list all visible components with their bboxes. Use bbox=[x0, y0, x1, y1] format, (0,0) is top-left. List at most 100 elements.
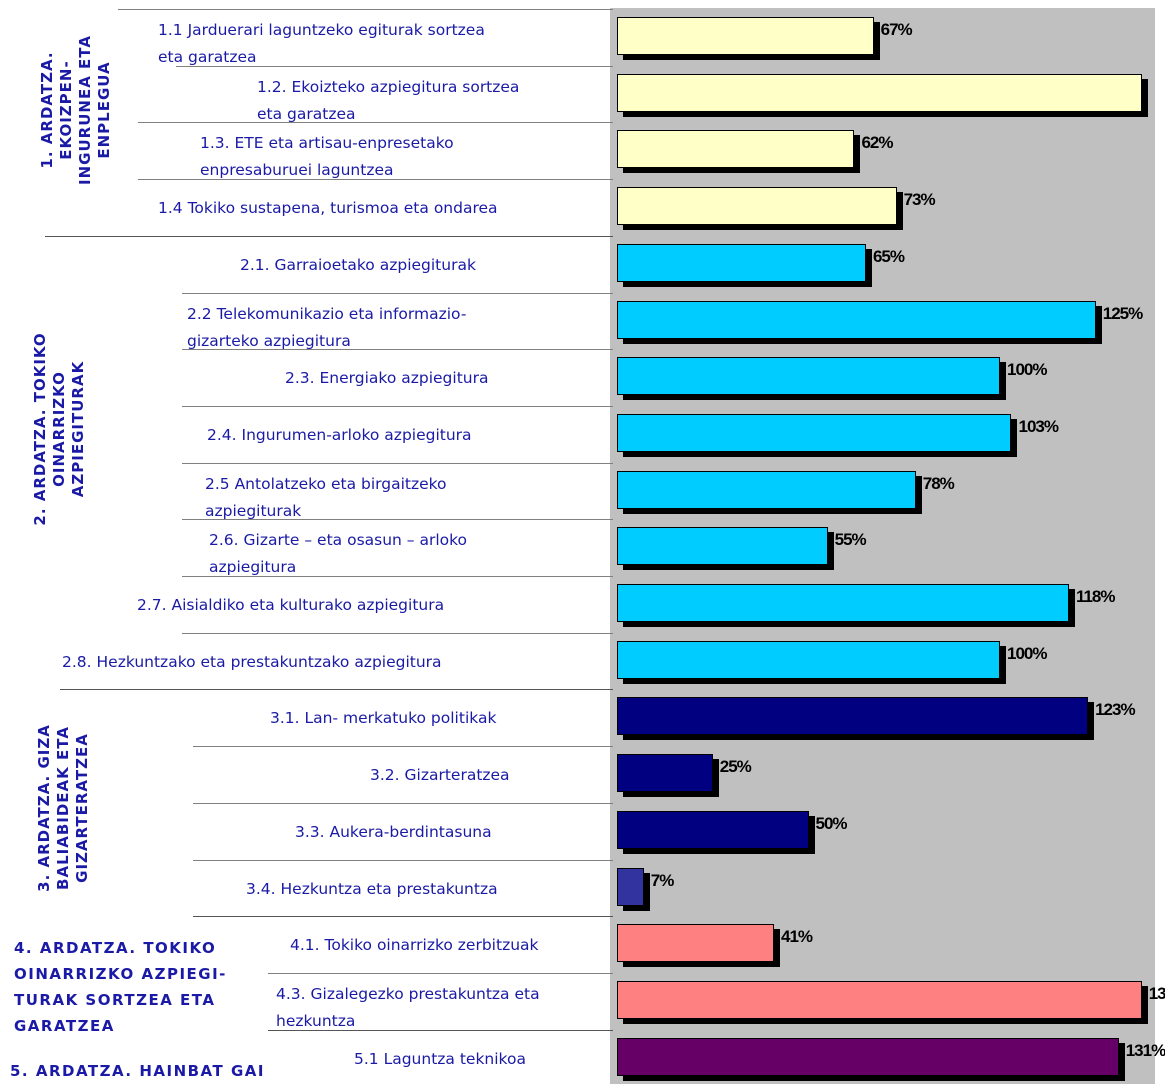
value-label-18: 137% bbox=[1149, 984, 1165, 1004]
value-label-8: 103% bbox=[1018, 417, 1057, 437]
axis-1-label: 1. ARDATZA. EKOIZPEN-INGURUNEA ETA ENPLE… bbox=[38, 15, 102, 205]
row-separator bbox=[268, 1030, 613, 1031]
category-label-1: 1.1 Jarduerari laguntzeko egiturak sortz… bbox=[158, 17, 485, 71]
axis-5-label: 5. ARDATZA. HAINBAT GAI bbox=[10, 1058, 360, 1084]
category-label-line: hezkuntza bbox=[276, 1008, 540, 1035]
category-label-line: 4.3. Gizalegezko prestakuntza eta bbox=[276, 981, 540, 1008]
axis-5-label-text: 5. ARDATZA. HAINBAT GAI bbox=[10, 1062, 265, 1080]
row-separator bbox=[182, 463, 613, 464]
category-label-line: 2.5 Antolatzeko eta birgaitzeko bbox=[205, 471, 447, 498]
value-label-17: 41% bbox=[781, 927, 812, 947]
bar-axis3-13 bbox=[617, 697, 1088, 735]
category-label-14: 3.2. Gizarteratzea bbox=[370, 762, 510, 789]
value-label-14: 25% bbox=[720, 757, 751, 777]
value-label-12: 100% bbox=[1007, 644, 1046, 664]
axis-4-label: 4. ARDATZA. TOKIKO OINARRIZKO AZPIEGI- T… bbox=[14, 935, 274, 1039]
row-separator bbox=[138, 179, 613, 180]
category-label-2: 1.2. Ekoizteko azpiegitura sortzea eta ga… bbox=[257, 74, 519, 128]
value-label-9: 78% bbox=[923, 474, 954, 494]
category-label-line: 2.4. Ingurumen-arloko azpiegitura bbox=[207, 422, 472, 449]
row-separator bbox=[268, 973, 613, 974]
category-label-5: 2.1. Garraioetako azpiegiturak bbox=[240, 252, 476, 279]
bar-axis4-17 bbox=[617, 924, 774, 962]
bar-axis4-18 bbox=[617, 981, 1142, 1019]
row-separator bbox=[60, 689, 613, 690]
row-separator bbox=[45, 236, 613, 237]
category-label-line: 5.1 Laguntza teknikoa bbox=[354, 1046, 526, 1073]
category-label-11: 2.7. Aisialdiko eta kulturako azpiegitur… bbox=[137, 592, 444, 619]
category-label-13: 3.1. Lan- merkatuko politikak bbox=[270, 705, 496, 732]
bar-axis2-9 bbox=[617, 471, 916, 509]
category-label-7: 2.3. Energiako azpiegitura bbox=[285, 365, 488, 392]
bar-axis1-2 bbox=[617, 74, 1142, 112]
category-label-16: 3.4. Hezkuntza eta prestakuntza bbox=[246, 876, 498, 903]
category-label-line: 2.7. Aisialdiko eta kulturako azpiegitur… bbox=[137, 592, 444, 619]
row-separator bbox=[182, 293, 613, 294]
category-label-line: 3.4. Hezkuntza eta prestakuntza bbox=[246, 876, 498, 903]
value-label-10: 55% bbox=[835, 530, 866, 550]
bar-axis3-16 bbox=[617, 868, 644, 906]
row-separator bbox=[176, 66, 613, 67]
bar-axis2-6 bbox=[617, 301, 1096, 339]
bar-axis3-14 bbox=[617, 754, 713, 792]
value-label-13: 123% bbox=[1095, 700, 1134, 720]
row-separator bbox=[118, 9, 613, 10]
row-separator bbox=[182, 349, 613, 350]
value-label-11: 118% bbox=[1076, 587, 1115, 607]
bar-axis2-7 bbox=[617, 357, 1000, 395]
row-separator bbox=[182, 519, 613, 520]
category-label-12: 2.8. Hezkuntzako eta prestakuntzako azpi… bbox=[62, 649, 442, 676]
value-label-16: 7% bbox=[651, 871, 674, 891]
row-separator bbox=[193, 746, 613, 747]
row-separator bbox=[193, 916, 613, 917]
value-label-7: 100% bbox=[1007, 360, 1046, 380]
category-label-line: 4.1. Tokiko oinarrizko zerbitzuak bbox=[290, 932, 539, 959]
category-label-line: 2.3. Energiako azpiegitura bbox=[285, 365, 488, 392]
value-label-3: 62% bbox=[861, 133, 892, 153]
category-label-6: 2.2 Telekomunikazio eta informazio-gizar… bbox=[187, 301, 466, 355]
category-label-9: 2.5 Antolatzeko eta birgaitzeko azpiegit… bbox=[205, 471, 447, 525]
category-label-line: 2.8. Hezkuntzako eta prestakuntzako azpi… bbox=[62, 649, 442, 676]
bar-axis5-19 bbox=[617, 1038, 1119, 1076]
row-separator bbox=[138, 122, 613, 123]
category-label-line: azpiegitura bbox=[209, 554, 467, 581]
row-separator bbox=[182, 633, 613, 634]
category-label-line: enpresaburuei laguntzea bbox=[200, 157, 454, 184]
category-label-line: 1.1 Jarduerari laguntzeko egiturak sortz… bbox=[158, 17, 485, 44]
category-label-line: 3.3. Aukera-berdintasuna bbox=[295, 819, 492, 846]
axis-2-label: 2. ARDATZA. TOKIKO OINARRIZKO AZPIEGITUR… bbox=[31, 274, 109, 584]
bar-axis1-1 bbox=[617, 17, 874, 55]
value-label-1: 67% bbox=[881, 20, 912, 40]
category-label-line: eta garatzea bbox=[257, 101, 519, 128]
axis-2-label-text: 2. ARDATZA. TOKIKO OINARRIZKO AZPIEGITUR… bbox=[31, 304, 88, 554]
bar-axis2-10 bbox=[617, 527, 828, 565]
axis-3-label: 3. ARDATZA. GIZA BALIABIDEAK ETA GIZARTE… bbox=[35, 703, 115, 913]
bar-axis2-11 bbox=[617, 584, 1069, 622]
bar-axis1-3 bbox=[617, 130, 854, 168]
bar-axis2-5 bbox=[617, 244, 866, 282]
category-label-8: 2.4. Ingurumen-arloko azpiegitura bbox=[207, 422, 472, 449]
value-label-6: 125% bbox=[1103, 304, 1142, 324]
category-label-19: 5.1 Laguntza teknikoa bbox=[354, 1046, 526, 1073]
category-label-line: 1.4 Tokiko sustapena, turismoa eta ondar… bbox=[158, 195, 498, 222]
category-label-3: 1.3. ETE eta artisau-enpresetako enpresab… bbox=[200, 130, 454, 184]
category-label-line: 3.2. Gizarteratzea bbox=[370, 762, 510, 789]
axis-3-label-text: 3. ARDATZA. GIZA BALIABIDEAK ETA GIZARTE… bbox=[35, 708, 92, 908]
bar-axis1-4 bbox=[617, 187, 897, 225]
category-label-line: 2.6. Gizarte – eta osasun – arloko bbox=[209, 527, 467, 554]
value-label-5: 65% bbox=[873, 247, 904, 267]
category-label-line: eta garatzea bbox=[158, 44, 485, 71]
bar-axis3-15 bbox=[617, 811, 809, 849]
category-label-line: 2.2 Telekomunikazio eta informazio- bbox=[187, 301, 466, 328]
bar-axis2-8 bbox=[617, 414, 1011, 452]
axis-1-label-text: 1. ARDATZA. EKOIZPEN-INGURUNEA ETA ENPLE… bbox=[38, 35, 114, 185]
category-label-10: 2.6. Gizarte – eta osasun – arloko azpieg… bbox=[209, 527, 467, 581]
bar-axis2-12 bbox=[617, 641, 1000, 679]
category-label-18: 4.3. Gizalegezko prestakuntza eta hezkunt… bbox=[276, 981, 540, 1035]
category-label-line: 2.1. Garraioetako azpiegiturak bbox=[240, 252, 476, 279]
category-label-4: 1.4 Tokiko sustapena, turismoa eta ondar… bbox=[158, 195, 498, 222]
category-label-line: azpiegiturak bbox=[205, 498, 447, 525]
axis-4-label-text: 4. ARDATZA. TOKIKO OINARRIZKO AZPIEGI- T… bbox=[14, 939, 227, 1035]
row-separator bbox=[193, 860, 613, 861]
category-label-17: 4.1. Tokiko oinarrizko zerbitzuak bbox=[290, 932, 539, 959]
